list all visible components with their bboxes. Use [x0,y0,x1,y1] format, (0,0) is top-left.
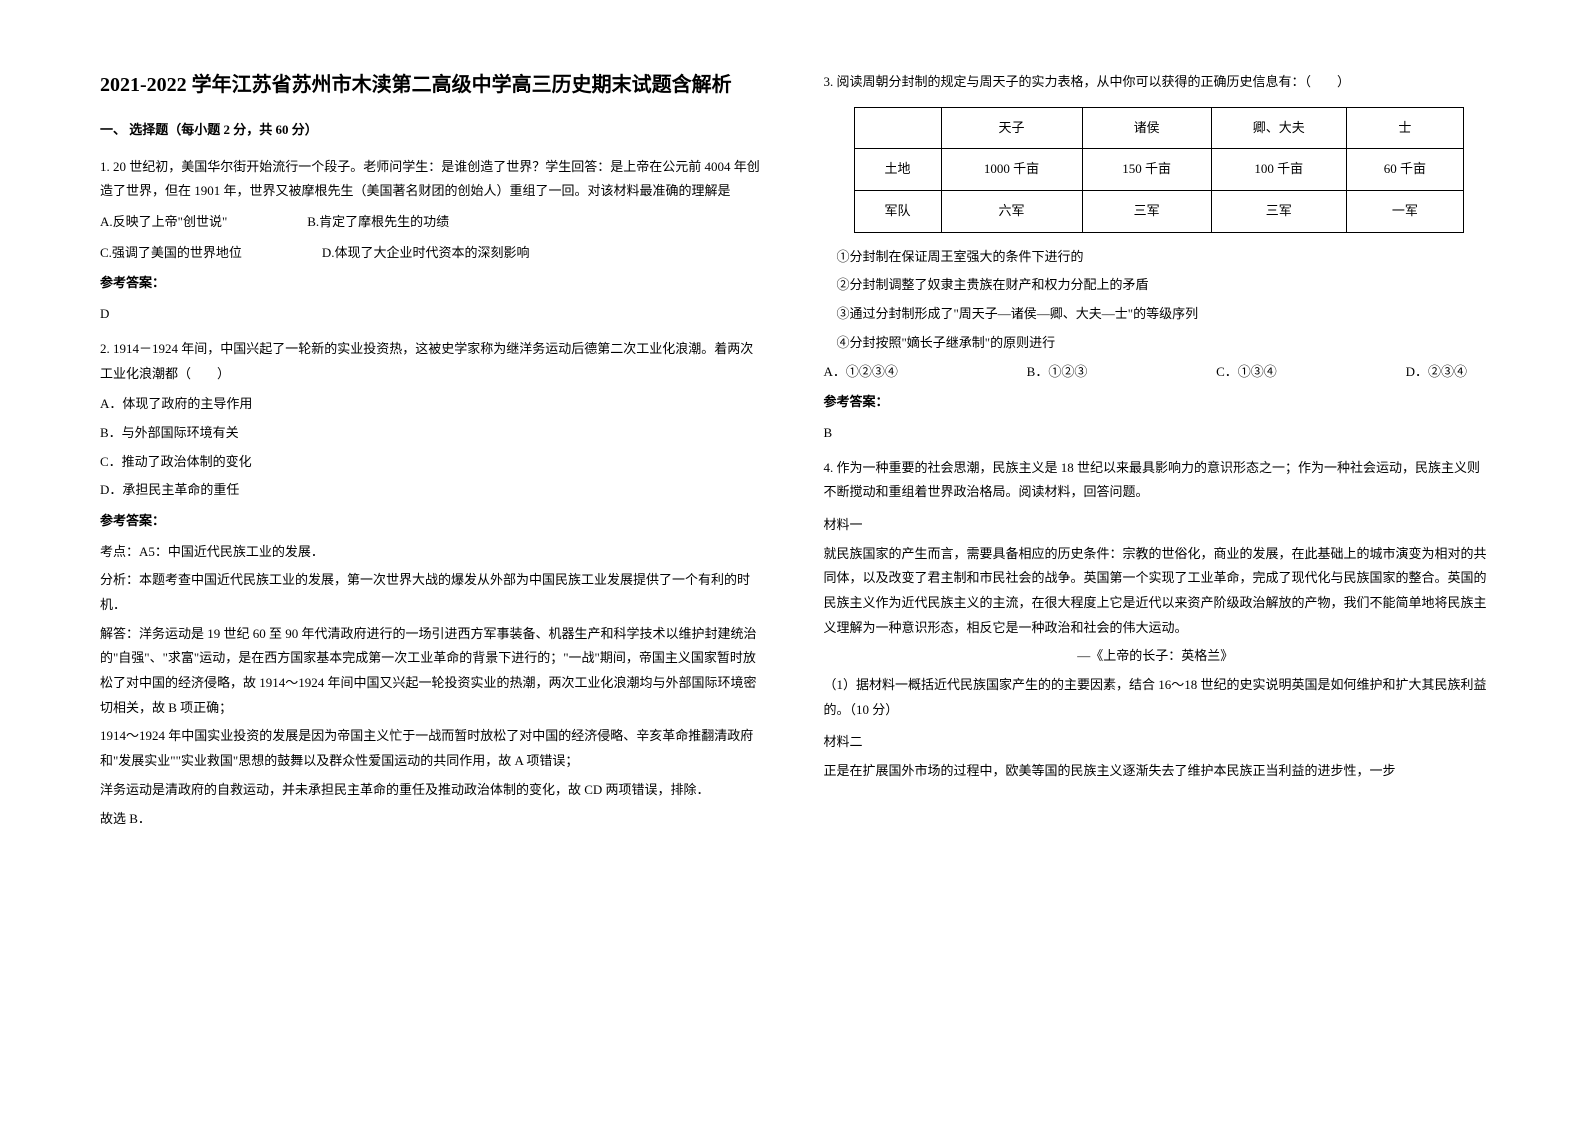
q4-mat1-text: 就民族国家的产生而言，需要具备相应的历史条件：宗教的世俗化，商业的发展，在此基础… [824,542,1488,641]
q2-opt-d: D．承担民主革命的重任 [100,478,764,503]
q1-options-row-1: A.反映了上帝"创世说" B.肯定了摩根先生的功绩 [100,210,764,235]
section-1-header: 一、 选择题（每小题 2 分，共 60 分） [100,118,764,143]
table-cell: 150 千亩 [1082,149,1211,191]
q3-opt-b: B．①②③ [1027,360,1088,385]
q3-opt-a: A．①②③④ [824,360,898,385]
q4-mat1-label: 材料一 [824,513,1488,538]
q3-options: A．①②③④ B．①②③ C．①③④ D．②③④ [824,360,1488,385]
table-header: 天子 [941,107,1082,149]
q2-opt-b: B．与外部国际环境有关 [100,421,764,446]
table-cell: 土地 [854,149,941,191]
q4-mat2-text: 正是在扩展国外市场的过程中，欧美等国的民族主义逐渐失去了维护本民族正当利益的进步… [824,759,1488,784]
question-4: 4. 作为一种重要的社会思潮，民族主义是 18 世纪以来最具影响力的意识形态之一… [824,456,1488,784]
q2-answer-label: 参考答案： [100,509,764,534]
q4-mat1-source: —《上帝的长子：英格兰》 [824,644,1488,669]
table-header: 诸侯 [1082,107,1211,149]
q2-explain-6: 故选 B． [100,807,764,832]
q3-answer: B [824,421,1488,446]
q1-answer-label: 参考答案： [100,271,764,296]
q3-answer-label: 参考答案： [824,390,1488,415]
q1-opt-b: B.肯定了摩根先生的功绩 [307,210,449,235]
question-1: 1. 20 世纪初，美国华尔街开始流行一个段子。老师问学生：是谁创造了世界？学生… [100,155,764,327]
table-header [854,107,941,149]
right-column: 3. 阅读周朝分封制的规定与周天子的实力表格，从中你可以获得的正确历史信息有：（… [824,70,1488,839]
q1-opt-a: A.反映了上帝"创世说" [100,210,227,235]
q3-stmt-4: ④分封按照"嫡长子继承制"的原则进行 [824,331,1488,356]
q2-explain-2: 分析：本题考查中国近代民族工业的发展，第一次世界大战的爆发从外部为中国民族工业发… [100,568,764,617]
q3-stmt-2: ②分封制调整了奴隶主贵族在财产和权力分配上的矛盾 [824,273,1488,298]
q3-stmt-1: ①分封制在保证周王室强大的条件下进行的 [824,245,1488,270]
table-cell: 1000 千亩 [941,149,1082,191]
table-header: 卿、大夫 [1211,107,1346,149]
exam-title: 2021-2022 学年江苏省苏州市木渎第二高级中学高三历史期末试题含解析 [100,70,764,100]
table-cell: 军队 [854,191,941,233]
table-cell: 三军 [1082,191,1211,233]
table-cell: 100 千亩 [1211,149,1346,191]
q2-explain-1: 考点：A5：中国近代民族工业的发展． [100,540,764,565]
q2-explain-3: 解答：洋务运动是 19 世纪 60 至 90 年代清政府进行的一场引进西方军事装… [100,622,764,721]
q4-mat2-label: 材料二 [824,730,1488,755]
q3-table: 天子 诸侯 卿、大夫 士 土地 1000 千亩 150 千亩 100 千亩 60… [854,107,1464,233]
q3-opt-c: C．①③④ [1216,360,1277,385]
q1-options-row-2: C.强调了美国的世界地位 D.体现了大企业时代资本的深刻影响 [100,241,764,266]
q4-text: 4. 作为一种重要的社会思潮，民族主义是 18 世纪以来最具影响力的意识形态之一… [824,456,1488,505]
table-row: 天子 诸侯 卿、大夫 士 [854,107,1463,149]
page-container: 2021-2022 学年江苏省苏州市木渎第二高级中学高三历史期末试题含解析 一、… [100,70,1487,839]
left-column: 2021-2022 学年江苏省苏州市木渎第二高级中学高三历史期末试题含解析 一、… [100,70,764,839]
q1-opt-d: D.体现了大企业时代资本的深刻影响 [322,241,530,266]
table-row: 军队 六军 三军 三军 一军 [854,191,1463,233]
q3-opt-d: D．②③④ [1406,360,1467,385]
question-3: 3. 阅读周朝分封制的规定与周天子的实力表格，从中你可以获得的正确历史信息有：（… [824,70,1488,446]
q3-intro: 3. 阅读周朝分封制的规定与周天子的实力表格，从中你可以获得的正确历史信息有：（… [824,70,1488,95]
table-cell: 一军 [1346,191,1463,233]
table-row: 土地 1000 千亩 150 千亩 100 千亩 60 千亩 [854,149,1463,191]
q1-answer: D [100,302,764,327]
table-cell: 60 千亩 [1346,149,1463,191]
q1-text: 1. 20 世纪初，美国华尔街开始流行一个段子。老师问学生：是谁创造了世界？学生… [100,155,764,204]
q2-text: 2. 1914－1924 年间，中国兴起了一轮新的实业投资热，这被史学家称为继洋… [100,337,764,386]
question-2: 2. 1914－1924 年间，中国兴起了一轮新的实业投资热，这被史学家称为继洋… [100,337,764,831]
q4-sub1: （1）据材料一概括近代民族国家产生的的主要因素，结合 16～18 世纪的史实说明… [824,673,1488,722]
q3-stmt-3: ③通过分封制形成了"周天子—诸侯—卿、大夫—士"的等级序列 [824,302,1488,327]
table-header: 士 [1346,107,1463,149]
q2-opt-a: A．体现了政府的主导作用 [100,392,764,417]
q2-explain-4: 1914～1924 年中国实业投资的发展是因为帝国主义忙于一战而暂时放松了对中国… [100,724,764,773]
q2-opt-c: C．推动了政治体制的变化 [100,450,764,475]
q1-opt-c: C.强调了美国的世界地位 [100,241,242,266]
table-cell: 三军 [1211,191,1346,233]
q2-explain-5: 洋务运动是清政府的自救运动，并未承担民主革命的重任及推动政治体制的变化，故 CD… [100,778,764,803]
table-cell: 六军 [941,191,1082,233]
